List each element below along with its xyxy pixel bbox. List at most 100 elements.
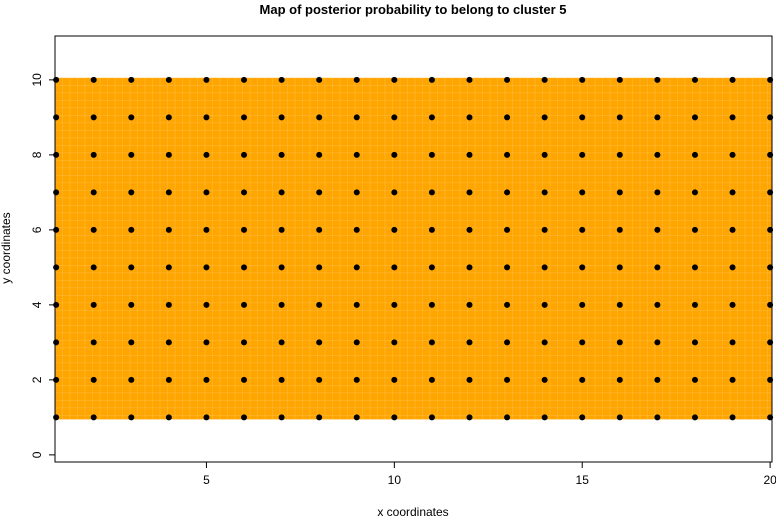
data-point: [391, 189, 398, 196]
data-point: [504, 301, 511, 308]
data-point: [53, 264, 60, 271]
plot-frame: [54, 35, 773, 463]
data-point: [466, 76, 473, 83]
data-point: [391, 226, 398, 233]
data-point: [579, 189, 586, 196]
data-point: [391, 301, 398, 308]
data-point: [203, 76, 210, 83]
data-point: [579, 151, 586, 158]
data-point: [128, 76, 135, 83]
data-point: [391, 339, 398, 346]
data-point: [128, 264, 135, 271]
data-point: [541, 76, 548, 83]
data-point: [541, 264, 548, 271]
data-point: [241, 414, 248, 421]
data-point: [428, 76, 435, 83]
data-point: [90, 414, 97, 421]
data-point: [428, 339, 435, 346]
data-point: [504, 339, 511, 346]
data-point: [353, 376, 360, 383]
data-point: [316, 76, 323, 83]
data-point: [729, 189, 736, 196]
data-point: [616, 226, 623, 233]
data-point: [466, 414, 473, 421]
data-point: [579, 414, 586, 421]
data-point: [654, 339, 661, 346]
data-point: [278, 189, 285, 196]
data-point: [466, 226, 473, 233]
data-point: [541, 414, 548, 421]
data-point: [353, 264, 360, 271]
data-point: [391, 264, 398, 271]
data-point: [691, 151, 698, 158]
data-point: [541, 376, 548, 383]
data-point: [579, 301, 586, 308]
data-point: [729, 376, 736, 383]
data-point: [541, 301, 548, 308]
data-point: [654, 376, 661, 383]
data-point: [353, 226, 360, 233]
data-point: [466, 151, 473, 158]
data-point: [90, 189, 97, 196]
data-point: [128, 151, 135, 158]
data-point: [654, 151, 661, 158]
data-point: [241, 376, 248, 383]
data-point: [541, 339, 548, 346]
data-point: [203, 264, 210, 271]
data-point: [504, 264, 511, 271]
data-point: [541, 151, 548, 158]
data-point: [128, 114, 135, 121]
data-point: [391, 414, 398, 421]
data-point: [353, 301, 360, 308]
data-point: [278, 414, 285, 421]
x-tick-label: 10: [388, 473, 402, 487]
y-tick-label: 2: [30, 376, 44, 383]
plot-area: [53, 76, 774, 421]
data-point: [428, 301, 435, 308]
data-point: [316, 376, 323, 383]
data-point: [504, 76, 511, 83]
data-point: [691, 226, 698, 233]
data-point: [391, 76, 398, 83]
data-point: [504, 114, 511, 121]
y-tick-label: 6: [30, 226, 44, 233]
y-tick-label: 10: [30, 73, 44, 87]
x-tick-label: 20: [763, 473, 776, 487]
data-point: [616, 376, 623, 383]
data-point: [353, 76, 360, 83]
data-point: [203, 301, 210, 308]
data-point: [316, 264, 323, 271]
data-point: [316, 189, 323, 196]
data-point: [691, 414, 698, 421]
data-point: [466, 189, 473, 196]
data-point: [691, 189, 698, 196]
data-point: [278, 376, 285, 383]
data-point: [278, 339, 285, 346]
data-point: [616, 414, 623, 421]
data-point: [579, 114, 586, 121]
data-point: [90, 151, 97, 158]
data-point: [316, 301, 323, 308]
data-point: [241, 151, 248, 158]
data-point: [466, 376, 473, 383]
data-point: [616, 189, 623, 196]
data-point: [579, 376, 586, 383]
data-point: [428, 226, 435, 233]
data-point: [53, 414, 60, 421]
data-point: [504, 151, 511, 158]
data-point: [241, 226, 248, 233]
data-point: [691, 376, 698, 383]
x-axis-label: x coordinates: [377, 505, 448, 518]
data-point: [729, 301, 736, 308]
data-point: [428, 264, 435, 271]
data-point: [316, 339, 323, 346]
data-point: [428, 114, 435, 121]
data-point: [466, 114, 473, 121]
data-point: [391, 376, 398, 383]
data-point: [316, 414, 323, 421]
data-point: [203, 189, 210, 196]
data-point: [128, 226, 135, 233]
data-point: [90, 114, 97, 121]
data-point: [466, 264, 473, 271]
